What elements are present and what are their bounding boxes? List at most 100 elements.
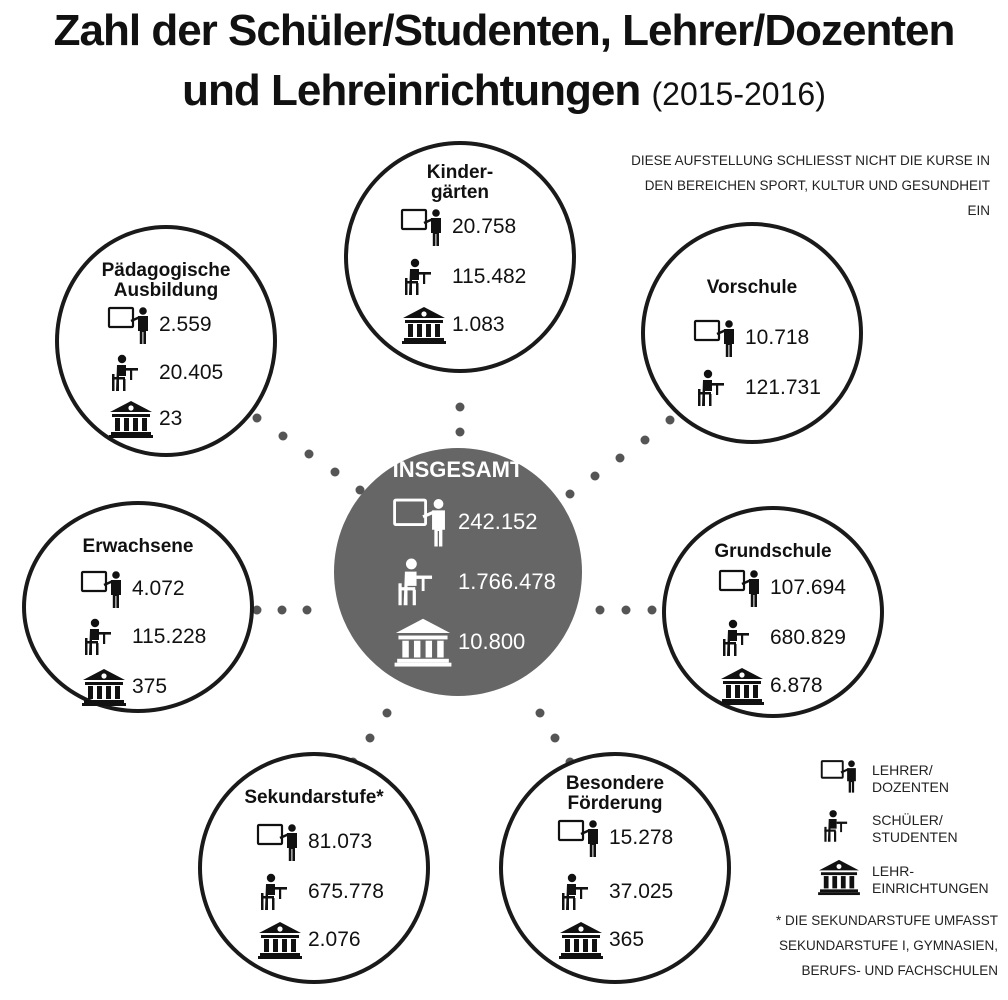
teacher-at-board-icon xyxy=(400,207,448,247)
students-count: 675.778 xyxy=(308,880,384,903)
students-count: 680.829 xyxy=(770,626,846,649)
student-at-desk-icon xyxy=(256,872,304,912)
teachers-row: 4.072 xyxy=(80,569,185,609)
teacher-at-board-icon xyxy=(107,305,155,345)
node-title: Besondere Förderung xyxy=(503,774,727,814)
institution-building-icon xyxy=(816,858,862,901)
teacher-at-board-icon xyxy=(256,822,304,862)
exclusion-note: DIESE AUFSTELLUNG SCHLIESST NICHT DIE KU… xyxy=(630,148,990,223)
legend-teachers-line-2: DOZENTEN xyxy=(872,778,949,795)
node-title-line-1: Pädagogische xyxy=(101,260,231,281)
legend-students: SCHÜLER/ STUDENTEN xyxy=(820,808,958,849)
institutions-total: 10.800 xyxy=(458,629,526,654)
legend-institutions-label: LEHR- EINRICHTUNGEN xyxy=(872,863,989,897)
footnote-line-2: SEKUNDARSTUFE I, GYMNASIEN, xyxy=(778,938,998,953)
students-row: 115.482 xyxy=(400,257,526,297)
teachers-count: 81.073 xyxy=(308,830,373,853)
student-at-desk-icon xyxy=(392,556,454,608)
node-title-line-2: Förderung xyxy=(567,793,663,814)
node-title-line-1: Kinder- xyxy=(426,162,494,183)
center-title: INSGESAMT xyxy=(392,457,524,482)
teachers-count: 4.072 xyxy=(132,577,185,600)
institutions-count: 6.878 xyxy=(770,674,823,697)
teachers-row: 107.694 xyxy=(718,568,846,608)
institutions-row: 10.800 xyxy=(392,616,525,668)
node-title-line-2: Ausbildung xyxy=(113,280,219,301)
title-line-2: und Lehreinrichtungen xyxy=(182,66,641,115)
legend-institutions-line-1: LEHR- xyxy=(872,862,915,879)
teachers-row: 81.073 xyxy=(256,822,372,862)
student-at-desk-icon xyxy=(718,618,766,658)
institution-building-icon xyxy=(392,616,454,668)
institutions-count: 375 xyxy=(132,675,168,698)
teacher-at-board-icon xyxy=(392,496,454,548)
teachers-count: 20.758 xyxy=(452,215,517,238)
institutions-count: 1.083 xyxy=(452,313,505,336)
teacher-at-board-icon xyxy=(693,318,741,358)
node-vorschule: Vorschule 10.718 121.731 xyxy=(641,222,863,444)
teachers-count: 15.278 xyxy=(609,826,674,849)
title-year: (2015-2016) xyxy=(651,76,826,112)
institution-building-icon xyxy=(107,399,155,439)
teacher-at-board-icon xyxy=(557,818,605,858)
institution-building-icon xyxy=(400,305,448,345)
footnote-line-1: * DIE SEKUNDARSTUFE UMFASST xyxy=(775,913,998,928)
students-count: 37.025 xyxy=(609,880,674,903)
legend-students-label: SCHÜLER/ STUDENTEN xyxy=(872,812,958,846)
node-insgesamt: INSGESAMT 242.152 1.766.478 10.800 xyxy=(334,448,582,696)
node-title: Erwachsene xyxy=(82,536,194,557)
node-title: Grundschule xyxy=(714,541,832,562)
node-paedagogische-ausbildung: Pädagogische Ausbildung 2.559 20.405 23 xyxy=(55,225,277,457)
legend-teachers: LEHRER/ DOZENTEN xyxy=(820,758,949,799)
teachers-count: 107.694 xyxy=(770,576,846,599)
institution-building-icon xyxy=(256,920,304,960)
footnote: * DIE SEKUNDARSTUFE UMFASST SEKUNDARSTUF… xyxy=(736,908,998,983)
institution-building-icon xyxy=(80,667,128,707)
legend-institutions-line-2: EINRICHTUNGEN xyxy=(872,879,989,896)
student-at-desk-icon xyxy=(80,617,128,657)
note-line-1: DIESE AUFSTELLUNG SCHLIESST NICHT DIE KU… xyxy=(631,153,990,168)
node-sekundarstufe: Sekundarstufe* 81.073 675.778 2.076 xyxy=(198,752,430,984)
student-at-desk-icon xyxy=(400,257,448,297)
student-at-desk-icon xyxy=(820,808,862,849)
institutions-count: 23 xyxy=(159,407,183,430)
node-title: Vorschule xyxy=(706,277,798,298)
title-line-1: Zahl der Schüler/Studenten, Lehrer/Dozen… xyxy=(53,6,956,55)
teachers-total: 242.152 xyxy=(458,509,538,534)
institutions-row: 2.076 xyxy=(256,920,361,960)
students-row: 37.025 xyxy=(557,872,673,912)
students-row: 1.766.478 xyxy=(392,556,556,608)
institutions-row: 375 xyxy=(80,667,167,707)
students-total: 1.766.478 xyxy=(458,569,556,594)
note-line-2: DEN BEREICHEN SPORT, KULTUR UND GESUNDHE… xyxy=(644,178,990,218)
node-title: Sekundarstufe* xyxy=(244,787,384,808)
teachers-row: 10.718 xyxy=(693,318,809,358)
institutions-count: 2.076 xyxy=(308,928,361,951)
teacher-at-board-icon xyxy=(718,568,766,608)
students-row: 675.778 xyxy=(256,872,384,912)
students-count: 20.405 xyxy=(159,361,224,384)
students-count: 115.228 xyxy=(132,625,207,648)
legend-students-line-2: STUDENTEN xyxy=(872,828,958,845)
node-kindergaerten: Kinder- gärten 20.758 115.482 1.083 xyxy=(344,141,576,373)
institutions-row: 6.878 xyxy=(718,666,823,706)
teachers-row: 15.278 xyxy=(557,818,673,858)
page-title-second-line: und Lehreinrichtungen (2015-2016) xyxy=(0,66,1008,116)
node-title-line-1: Besondere xyxy=(565,773,665,794)
student-at-desk-icon xyxy=(107,353,155,393)
student-at-desk-icon xyxy=(693,368,741,408)
node-grundschule: Grundschule 107.694 680.829 6.878 xyxy=(662,506,884,718)
institutions-row: 1.083 xyxy=(400,305,505,345)
students-row: 680.829 xyxy=(718,618,846,658)
teacher-at-board-icon xyxy=(80,569,128,609)
legend-teachers-line-1: LEHRER/ xyxy=(872,761,933,778)
teachers-count: 10.718 xyxy=(745,326,810,349)
students-row: 121.731 xyxy=(693,368,821,408)
node-title: Kinder- gärten xyxy=(348,163,572,203)
institution-building-icon xyxy=(557,920,605,960)
node-title-line-2: gärten xyxy=(430,182,490,203)
node-erwachsene: Erwachsene 4.072 115.228 375 xyxy=(22,501,254,713)
legend-institutions: LEHR- EINRICHTUNGEN xyxy=(816,858,989,901)
institutions-count: 365 xyxy=(609,928,645,951)
